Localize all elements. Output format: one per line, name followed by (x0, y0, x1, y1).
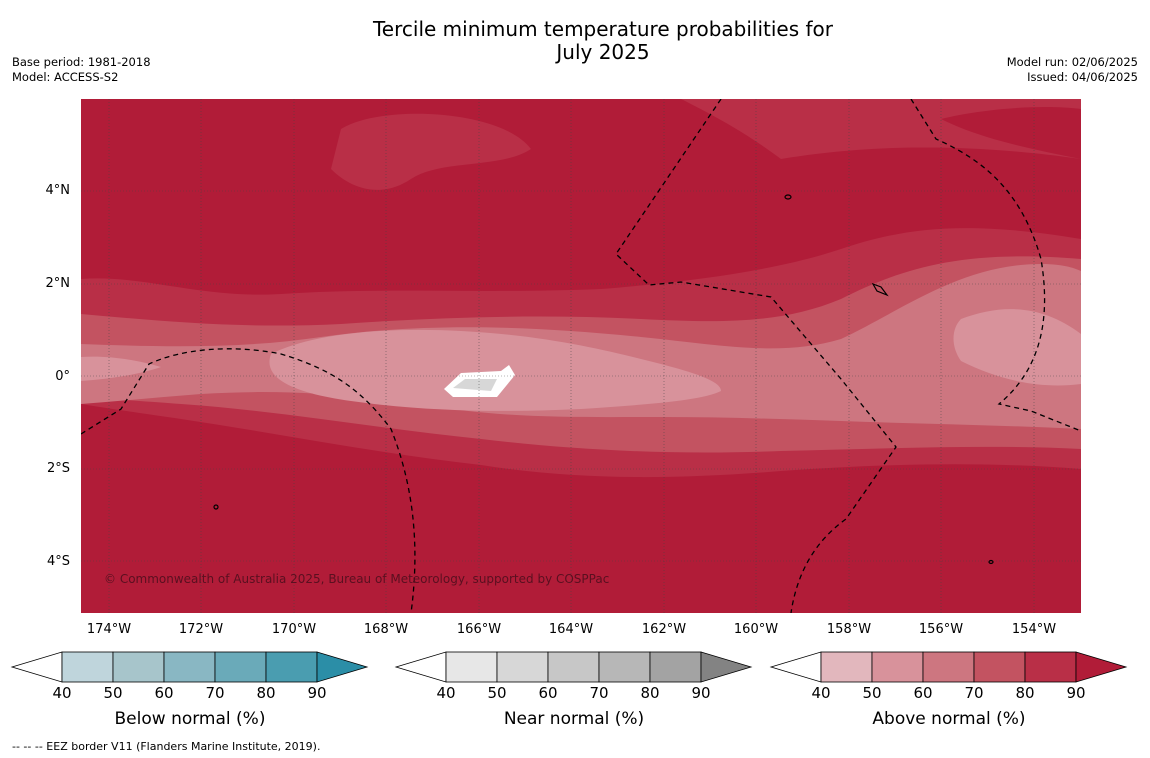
meta-left: Base period: 1981-2018 Model: ACCESS-S2 (12, 55, 151, 85)
colorbar-segment (445, 651, 498, 683)
base-period: Base period: 1981-2018 (12, 55, 151, 69)
chart-title: Tercile minimum temperature probabilitie… (0, 18, 1150, 64)
title-line-2: July 2025 (556, 40, 650, 64)
colorbar-near (394, 651, 753, 683)
colorbar-segment (496, 651, 549, 683)
model-run: Model run: 02/06/2025 (1006, 55, 1138, 69)
colorbar-segment (700, 651, 753, 683)
region-80-north (81, 99, 1081, 190)
colorbar-segment (820, 651, 873, 683)
colorbar-above-title: Above normal (%) (872, 709, 1026, 729)
colorbar-segment (973, 651, 1026, 683)
lon-label-158w: 158°W (826, 622, 872, 637)
colorbar-tick-label: 80 (256, 684, 276, 702)
colorbar-segment (163, 651, 216, 683)
lat-label-2s: 2°S (46, 461, 70, 476)
colorbar-segment (214, 651, 267, 683)
lon-label-154w: 154°W (1011, 622, 1057, 637)
colorbar-segment (547, 651, 600, 683)
colorbar-tick-label: 70 (589, 684, 609, 702)
colorbar-segment (649, 651, 702, 683)
colorbar-above (769, 651, 1128, 683)
lon-label-160w: 160°W (733, 622, 779, 637)
colorbar-segment (265, 651, 318, 683)
title-line-1: Tercile minimum temperature probabilitie… (372, 17, 834, 41)
colorbar-segment (316, 651, 369, 683)
colorbar-tick-label: 60 (154, 684, 174, 702)
lat-label-4n: 4°N (45, 183, 71, 198)
colorbar-segment (10, 651, 63, 683)
colorbar-tick-label: 70 (964, 684, 984, 702)
colorbar-tick-label: 70 (205, 684, 225, 702)
colorbar-tick-label: 60 (913, 684, 933, 702)
eez-borders (81, 99, 1081, 613)
colorbar-tick-label: 50 (103, 684, 123, 702)
islands (213, 194, 994, 565)
lon-label-174w: 174°W (86, 622, 132, 637)
colorbar-tick-label: 80 (640, 684, 660, 702)
colorbar-tick-label: 40 (436, 684, 456, 702)
colorbar-tick-label: 60 (538, 684, 558, 702)
footer-legend: -- -- -- EEZ border V11 (Flanders Marine… (12, 740, 321, 753)
lon-label-156w: 156°W (918, 622, 964, 637)
colorbar-tick-label: 50 (862, 684, 882, 702)
colorbar-segment (1075, 651, 1128, 683)
colorbar-segment (394, 651, 447, 683)
colorbar-segment (922, 651, 975, 683)
lon-label-162w: 162°W (641, 622, 687, 637)
colorbar-segment (871, 651, 924, 683)
colorbar-tick-label: 90 (691, 684, 711, 702)
colorbar-tick-label: 50 (487, 684, 507, 702)
lon-label-164w: 164°W (548, 622, 594, 637)
near-normal-inner (453, 379, 497, 391)
lon-label-166w: 166°W (456, 622, 502, 637)
probability-map (81, 99, 1081, 613)
lon-label-172w: 172°W (178, 622, 224, 637)
colorbar-segment (1024, 651, 1077, 683)
lon-label-170w: 170°W (271, 622, 317, 637)
lon-label-168w: 168°W (363, 622, 409, 637)
colorbar-tick-label: 40 (811, 684, 831, 702)
model-name: Model: ACCESS-S2 (12, 70, 119, 84)
region-50 (81, 309, 1081, 411)
colorbar-segment (112, 651, 165, 683)
colorbar-below-title: Below normal (%) (114, 709, 266, 729)
colorbar-near-title: Near normal (%) (503, 709, 645, 729)
colorbar-tick-label: 80 (1015, 684, 1035, 702)
lat-label-0: 0° (55, 369, 70, 384)
copyright-notice: © Commonwealth of Australia 2025, Bureau… (104, 572, 610, 586)
meta-right: Model run: 02/06/2025 Issued: 04/06/2025 (1007, 55, 1138, 85)
lat-label-2n: 2°N (45, 276, 71, 291)
lat-label-4s: 4°S (46, 554, 70, 569)
map-frame (81, 99, 1081, 613)
colorbar-segment (61, 651, 114, 683)
colorbar-segment (769, 651, 822, 683)
colorbar-tick-label: 40 (52, 684, 72, 702)
colorbar-tick-label: 90 (1066, 684, 1086, 702)
issued-date: Issued: 04/06/2025 (1027, 70, 1138, 84)
colorbar-segment (598, 651, 651, 683)
colorbar-tick-label: 90 (307, 684, 327, 702)
colorbar-below (10, 651, 369, 683)
